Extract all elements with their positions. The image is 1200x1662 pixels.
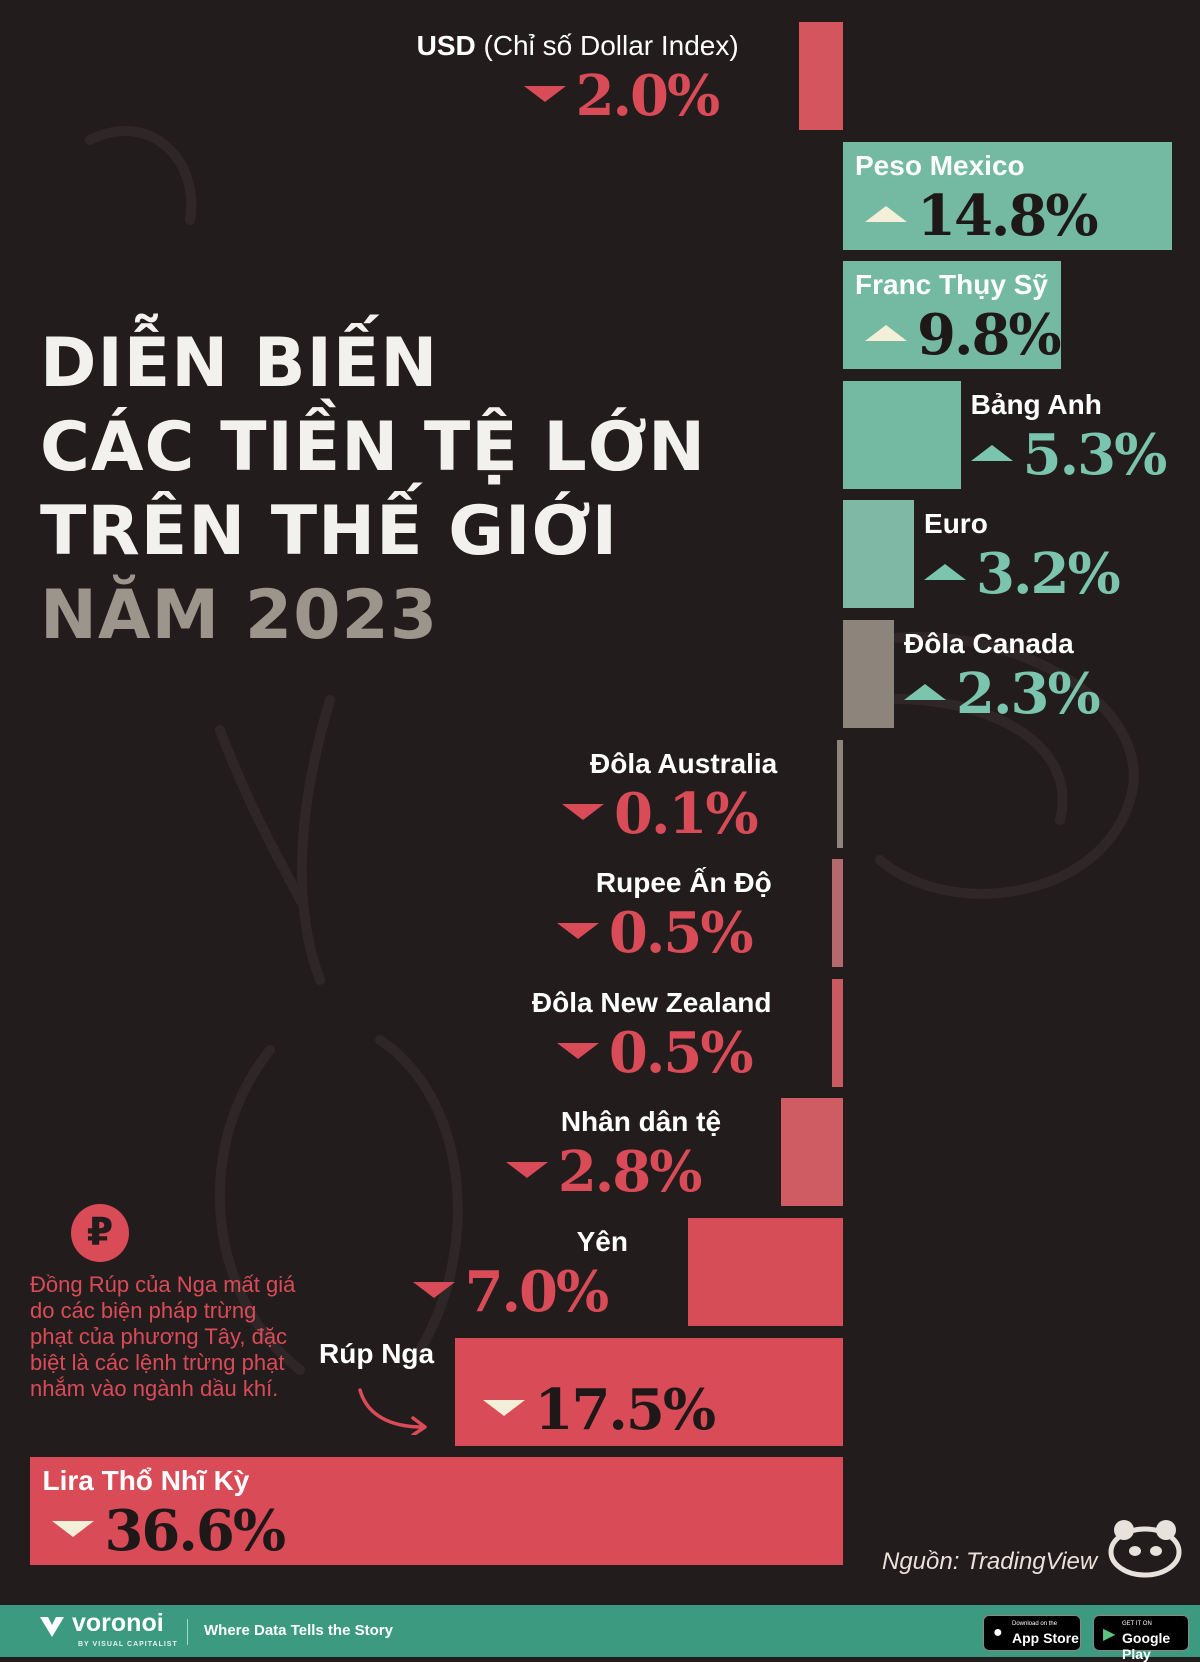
bar-nhan-dan-te (780, 1098, 843, 1207)
google-play-label: Google Play (1122, 1630, 1171, 1662)
annotation-text: Đồng Rúp của Nga mất giá do các biện phá… (30, 1272, 296, 1401)
category-name: Đôla Australia (590, 747, 778, 779)
category-label-rup-nga: Rúp Nga (319, 1337, 435, 1369)
up-arrow-icon (924, 564, 967, 581)
app-store-small-label: Download on the (1012, 1621, 1058, 1627)
annotation-arrow-icon (358, 1388, 427, 1435)
value-label-lira-tho-nhi-ky: 36.6% (104, 1498, 286, 1565)
category-name: Peso Mexico (855, 149, 1025, 181)
category-name: USD (416, 30, 476, 61)
category-name: Nhân dân tệ (560, 1106, 722, 1138)
category-name: Đôla New Zealand (531, 986, 772, 1018)
value-label-nhan-dan-te: 2.8% (557, 1139, 703, 1206)
down-arrow-icon (52, 1521, 95, 1538)
value-label-dola-australia: 0.1% (614, 780, 759, 847)
title-line-2: CÁC TIỀN TỆ LỚN (40, 408, 706, 487)
bar-yen (687, 1218, 843, 1326)
category-subtitle: (Chỉ số Dollar Index) (475, 30, 739, 61)
tagline: Where Data Tells the Story (204, 1622, 393, 1639)
category-name: Bảng Anh (970, 388, 1102, 420)
title-year: NĂM 2023 (40, 576, 439, 655)
up-arrow-icon (904, 684, 947, 700)
category-label-yen: Yên (577, 1228, 628, 1256)
category-label-nhan-dan-te: Nhân dân tệ (561, 1108, 721, 1136)
down-arrow-icon (482, 1399, 525, 1416)
bar-lira-tho-nhi-ky (30, 1457, 843, 1566)
category-label-dola-new-zealand: Đôla New Zealand (531, 986, 772, 1018)
category-label-bang-anh: Bảng Anh (970, 388, 1102, 420)
category-name: Euro (924, 508, 988, 540)
bar-peso-mexico (843, 141, 1172, 250)
bar-rupee-an-do (831, 859, 843, 968)
footer: voronoi BY VISUAL CAPITALIST Where Data … (0, 1605, 1200, 1662)
category-label-peso-mexico: Peso Mexico (855, 149, 1025, 181)
down-arrow-icon (556, 1042, 599, 1059)
up-arrow-icon (865, 325, 907, 342)
play-icon: ▶ (1103, 1626, 1116, 1643)
down-arrow-icon (505, 1162, 548, 1179)
bar-franc-thuy-sy (843, 261, 1061, 370)
bar-dola-new-zealand (831, 978, 843, 1087)
voronoi-logo-text[interactable]: voronoi (72, 1609, 164, 1637)
up-arrow-icon (865, 205, 907, 222)
category-label-dola-canada: Đôla Canada (904, 630, 1074, 658)
google-play-small-label: GET IT ON (1122, 1621, 1152, 1627)
down-arrow-icon (412, 1282, 455, 1298)
category-label-usd: USD (Chỉ số Dollar Index) (417, 32, 739, 60)
down-arrow-icon (562, 803, 604, 820)
value-label-euro: 3.2% (976, 541, 1121, 608)
value-label-usd: 2.0% (575, 63, 721, 129)
value-label-franc-thuy-sy: 9.8% (917, 302, 1062, 369)
voronoi-logo-icon[interactable] (38, 1615, 66, 1639)
up-arrow-icon (970, 444, 1013, 461)
category-label-lira-tho-nhi-ky: Lira Thổ Nhĩ Kỳ (42, 1467, 249, 1495)
category-name: Franc Thụy Sỹ (855, 269, 1048, 301)
category-label-rupee-an-do: Rupee Ấn Độ (596, 869, 772, 897)
category-label-dola-australia: Đôla Australia (590, 747, 778, 779)
source-label: Nguồn: TradingView (882, 1548, 1098, 1575)
bar-dola-australia (837, 739, 843, 848)
bar-bang-anh (843, 380, 961, 489)
value-label-peso-mexico: 14.8% (917, 182, 1099, 249)
category-name: Lira Thổ Nhĩ Kỳ (42, 1465, 250, 1497)
value-label-rupee-an-do: 0.5% (608, 900, 754, 967)
ruble-icon: ₽ (71, 1204, 129, 1262)
app-store-button[interactable]: ● Download on the App Store (983, 1615, 1081, 1651)
down-arrow-icon (556, 923, 599, 940)
value-label-bang-anh: 5.3% (1022, 421, 1168, 488)
bar-dola-canada (843, 620, 895, 728)
logo-subtitle: BY VISUAL CAPITALIST (78, 1641, 178, 1648)
category-name: Yên (576, 1226, 628, 1257)
category-name: Rupee Ấn Độ (595, 867, 772, 899)
value-label-dola-new-zealand: 0.5% (608, 1019, 754, 1086)
footer-divider (187, 1619, 188, 1645)
apple-icon: ● (993, 1624, 1003, 1641)
down-arrow-icon (523, 86, 566, 102)
category-label-euro: Euro (924, 510, 988, 538)
google-play-button[interactable]: ▶ GET IT ON Google Play (1093, 1615, 1189, 1662)
title-line-1: DIỄN BIẾN (40, 324, 439, 403)
title-line-3: TRÊN THẾ GIỚI (40, 492, 619, 571)
title-block: DIỄN BIẾN CÁC TIỀN TỆ LỚN TRÊN THẾ GIỚI … (40, 322, 706, 658)
bar-usd (798, 22, 843, 130)
mascot-icon (1108, 1520, 1182, 1578)
value-label-yen: 7.0% (464, 1259, 610, 1325)
bar-euro (843, 500, 915, 609)
value-label-rup-nga: 17.5% (534, 1376, 717, 1443)
app-store-label: App Store (1012, 1630, 1079, 1646)
category-name: Rúp Nga (319, 1337, 435, 1369)
category-name: Đôla Canada (904, 628, 1074, 659)
value-label-dola-canada: 2.3% (956, 661, 1101, 727)
category-label-franc-thuy-sy: Franc Thụy Sỹ (855, 271, 1048, 299)
bar-rup-nga (454, 1337, 843, 1446)
